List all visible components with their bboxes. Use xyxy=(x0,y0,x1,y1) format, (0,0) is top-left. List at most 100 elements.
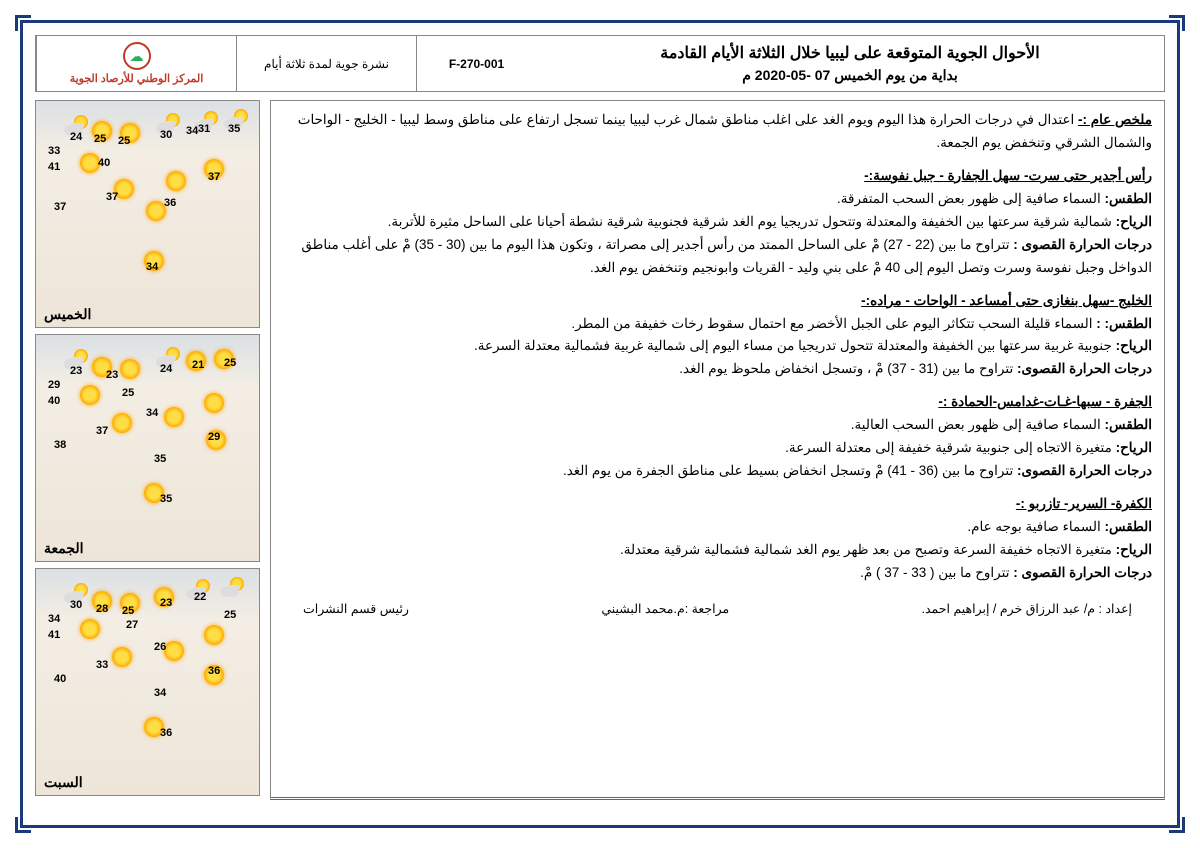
temp-text: تتراوح ما بين (36 - 41) مْ وتسجل انخفاض … xyxy=(563,463,1013,478)
reviewed-by: مراجعة :م.محمد البشيني xyxy=(601,599,729,620)
temperature-value: 37 xyxy=(208,171,220,183)
content-area: ملخص عام :- اعتدال في درجات الحرارة هذا … xyxy=(35,100,1165,800)
temperature-value: 29 xyxy=(208,431,220,443)
sunny-icon xyxy=(164,407,184,427)
sunny-icon xyxy=(112,413,132,433)
temperature-value: 34 xyxy=(154,687,166,699)
wind-text: متغيرة الاتجاه خفيفة السرعة وتصبح من بعد… xyxy=(620,542,1112,557)
wind-label: الرياح: xyxy=(1116,338,1152,353)
sunny-icon xyxy=(80,153,100,173)
org-logo-icon: ☁ xyxy=(123,42,151,70)
wind-text: متغيرة الاتجاه إلى جنوبية شرقية خفيفة إل… xyxy=(785,440,1112,455)
temperature-value: 34 xyxy=(186,125,198,137)
logo-cell: ☁ المركز الوطني للأرصاد الجوية xyxy=(36,36,236,91)
temperature-value: 30 xyxy=(160,129,172,141)
temperature-value: 22 xyxy=(194,591,206,603)
region-title: الخليج -سهل بنغازى حتى أمساعد - الواحات … xyxy=(283,290,1152,313)
weather-label: الطقس: : xyxy=(1096,316,1152,331)
temperature-value: 23 xyxy=(70,365,82,377)
temperature-value: 25 xyxy=(94,133,106,145)
maps-column: 242525303431353341373740363734الخميس2323… xyxy=(35,100,260,800)
temperature-value: 31 xyxy=(198,123,210,135)
temperature-value: 25 xyxy=(224,609,236,621)
footer-row: إعداد : م/ عبد الرزاق خرم / إبراهيم احمد… xyxy=(283,599,1152,620)
temperature-value: 35 xyxy=(154,453,166,465)
sub-title: بداية من يوم الخميس 07 -05-2020 م xyxy=(742,67,958,84)
summary-label: ملخص عام :- xyxy=(1078,112,1152,127)
temperature-value: 25 xyxy=(118,135,130,147)
temperature-value: 25 xyxy=(122,605,134,617)
temp-label: درجات الحرارة القصوى: xyxy=(1017,463,1152,478)
map-day-label: الخميس xyxy=(44,306,91,323)
sunny-icon xyxy=(112,647,132,667)
temp-text: تتراوح ما بين (31 - 37) مْ ، وتسجل انخفا… xyxy=(679,361,1013,376)
sunny-icon xyxy=(146,201,166,221)
temperature-value: 41 xyxy=(48,629,60,641)
prepared-by: إعداد : م/ عبد الرزاق خرم / إبراهيم احمد… xyxy=(922,599,1132,620)
region-title: الكفرة- السرير- تازربو :- xyxy=(283,493,1152,516)
weather-label: الطقس: xyxy=(1105,417,1152,432)
temperature-value: 33 xyxy=(48,145,60,157)
header-table: ☁ المركز الوطني للأرصاد الجوية نشرة جوية… xyxy=(35,35,1165,92)
temperature-value: 26 xyxy=(154,641,166,653)
forecast-text: ملخص عام :- اعتدال في درجات الحرارة هذا … xyxy=(270,100,1165,800)
temperature-value: 23 xyxy=(160,597,172,609)
temperature-value: 40 xyxy=(48,395,60,407)
temperature-value: 36 xyxy=(160,727,172,739)
sunny-icon xyxy=(80,619,100,639)
temperature-value: 27 xyxy=(126,619,138,631)
temperature-value: 37 xyxy=(54,201,66,213)
wind-label: الرياح: xyxy=(1116,440,1152,455)
summary-text: اعتدال في درجات الحرارة هذا اليوم ويوم ا… xyxy=(298,112,1152,150)
temp-text: تتراوح ما بين ( 33 - 37 ) مْ. xyxy=(860,565,1009,580)
temperature-value: 36 xyxy=(208,665,220,677)
temperature-value: 23 xyxy=(106,369,118,381)
temperature-value: 25 xyxy=(122,387,134,399)
weather-text: السماء صافية إلى ظهور بعض السحب العالية. xyxy=(851,417,1101,432)
org-name: المركز الوطني للأرصاد الجوية xyxy=(70,72,204,85)
forecast-map: 30 28 25 23 22 25 34 41 40 33 27 26 34 36 36 السبت xyxy=(35,568,260,796)
temperature-value: 41 xyxy=(48,161,60,173)
section-head: رئيس قسم النشرات xyxy=(303,599,409,620)
map-day-label: السبت xyxy=(44,774,83,791)
temperature-value: 38 xyxy=(54,439,66,451)
corner-decoration xyxy=(1169,817,1185,833)
sunny-icon xyxy=(166,171,186,191)
bulletin-type: نشرة جوية لمدة ثلاثة أيام xyxy=(236,36,416,91)
corner-decoration xyxy=(15,15,31,31)
temperature-value: 36 xyxy=(164,197,176,209)
weather-label: الطقس: xyxy=(1105,191,1152,206)
temperature-value: 28 xyxy=(96,603,108,615)
weather-text: السماء صافية إلى ظهور بعض السحب المتفرقة… xyxy=(837,191,1101,206)
wind-text: جنوبية غربية سرعتها بين الخفيفة والمعتدل… xyxy=(474,338,1112,353)
temperature-value: 40 xyxy=(54,673,66,685)
weather-label: الطقس: xyxy=(1105,519,1152,534)
temperature-value: 34 xyxy=(48,613,60,625)
wind-label: الرياح: xyxy=(1116,542,1152,557)
temperature-value: 30 xyxy=(70,599,82,611)
temperature-value: 37 xyxy=(96,425,108,437)
temperature-value: 24 xyxy=(160,363,172,375)
temperature-value: 21 xyxy=(192,359,204,371)
sunny-icon xyxy=(204,393,224,413)
temperature-value: 34 xyxy=(146,261,158,273)
corner-decoration xyxy=(1169,15,1185,31)
temperature-value: 35 xyxy=(160,493,172,505)
sunny-icon xyxy=(204,625,224,645)
sunny-icon xyxy=(120,359,140,379)
form-code: F-270-001 xyxy=(416,36,536,91)
document-frame: ☁ المركز الوطني للأرصاد الجوية نشرة جوية… xyxy=(20,20,1180,828)
weather-text: السماء صافية بوجه عام. xyxy=(967,519,1100,534)
wind-label: الرياح: xyxy=(1116,214,1152,229)
main-title: الأحوال الجوية المتوقعة على ليبيا خلال ا… xyxy=(660,43,1039,63)
sunny-icon xyxy=(80,385,100,405)
region-title: الجفرة - سبها-غـات-غدامس-الحمادة :- xyxy=(283,391,1152,414)
temp-label: درجات الحرارة القصوى: xyxy=(1017,361,1152,376)
temperature-value: 33 xyxy=(96,659,108,671)
title-cell: الأحوال الجوية المتوقعة على ليبيا خلال ا… xyxy=(536,36,1164,91)
map-day-label: الجمعة xyxy=(44,540,84,557)
partly-cloudy-icon xyxy=(220,581,242,597)
temp-label: درجات الحرارة القصوى : xyxy=(1013,565,1152,580)
temperature-value: 25 xyxy=(224,357,236,369)
temperature-value: 40 xyxy=(98,157,110,169)
